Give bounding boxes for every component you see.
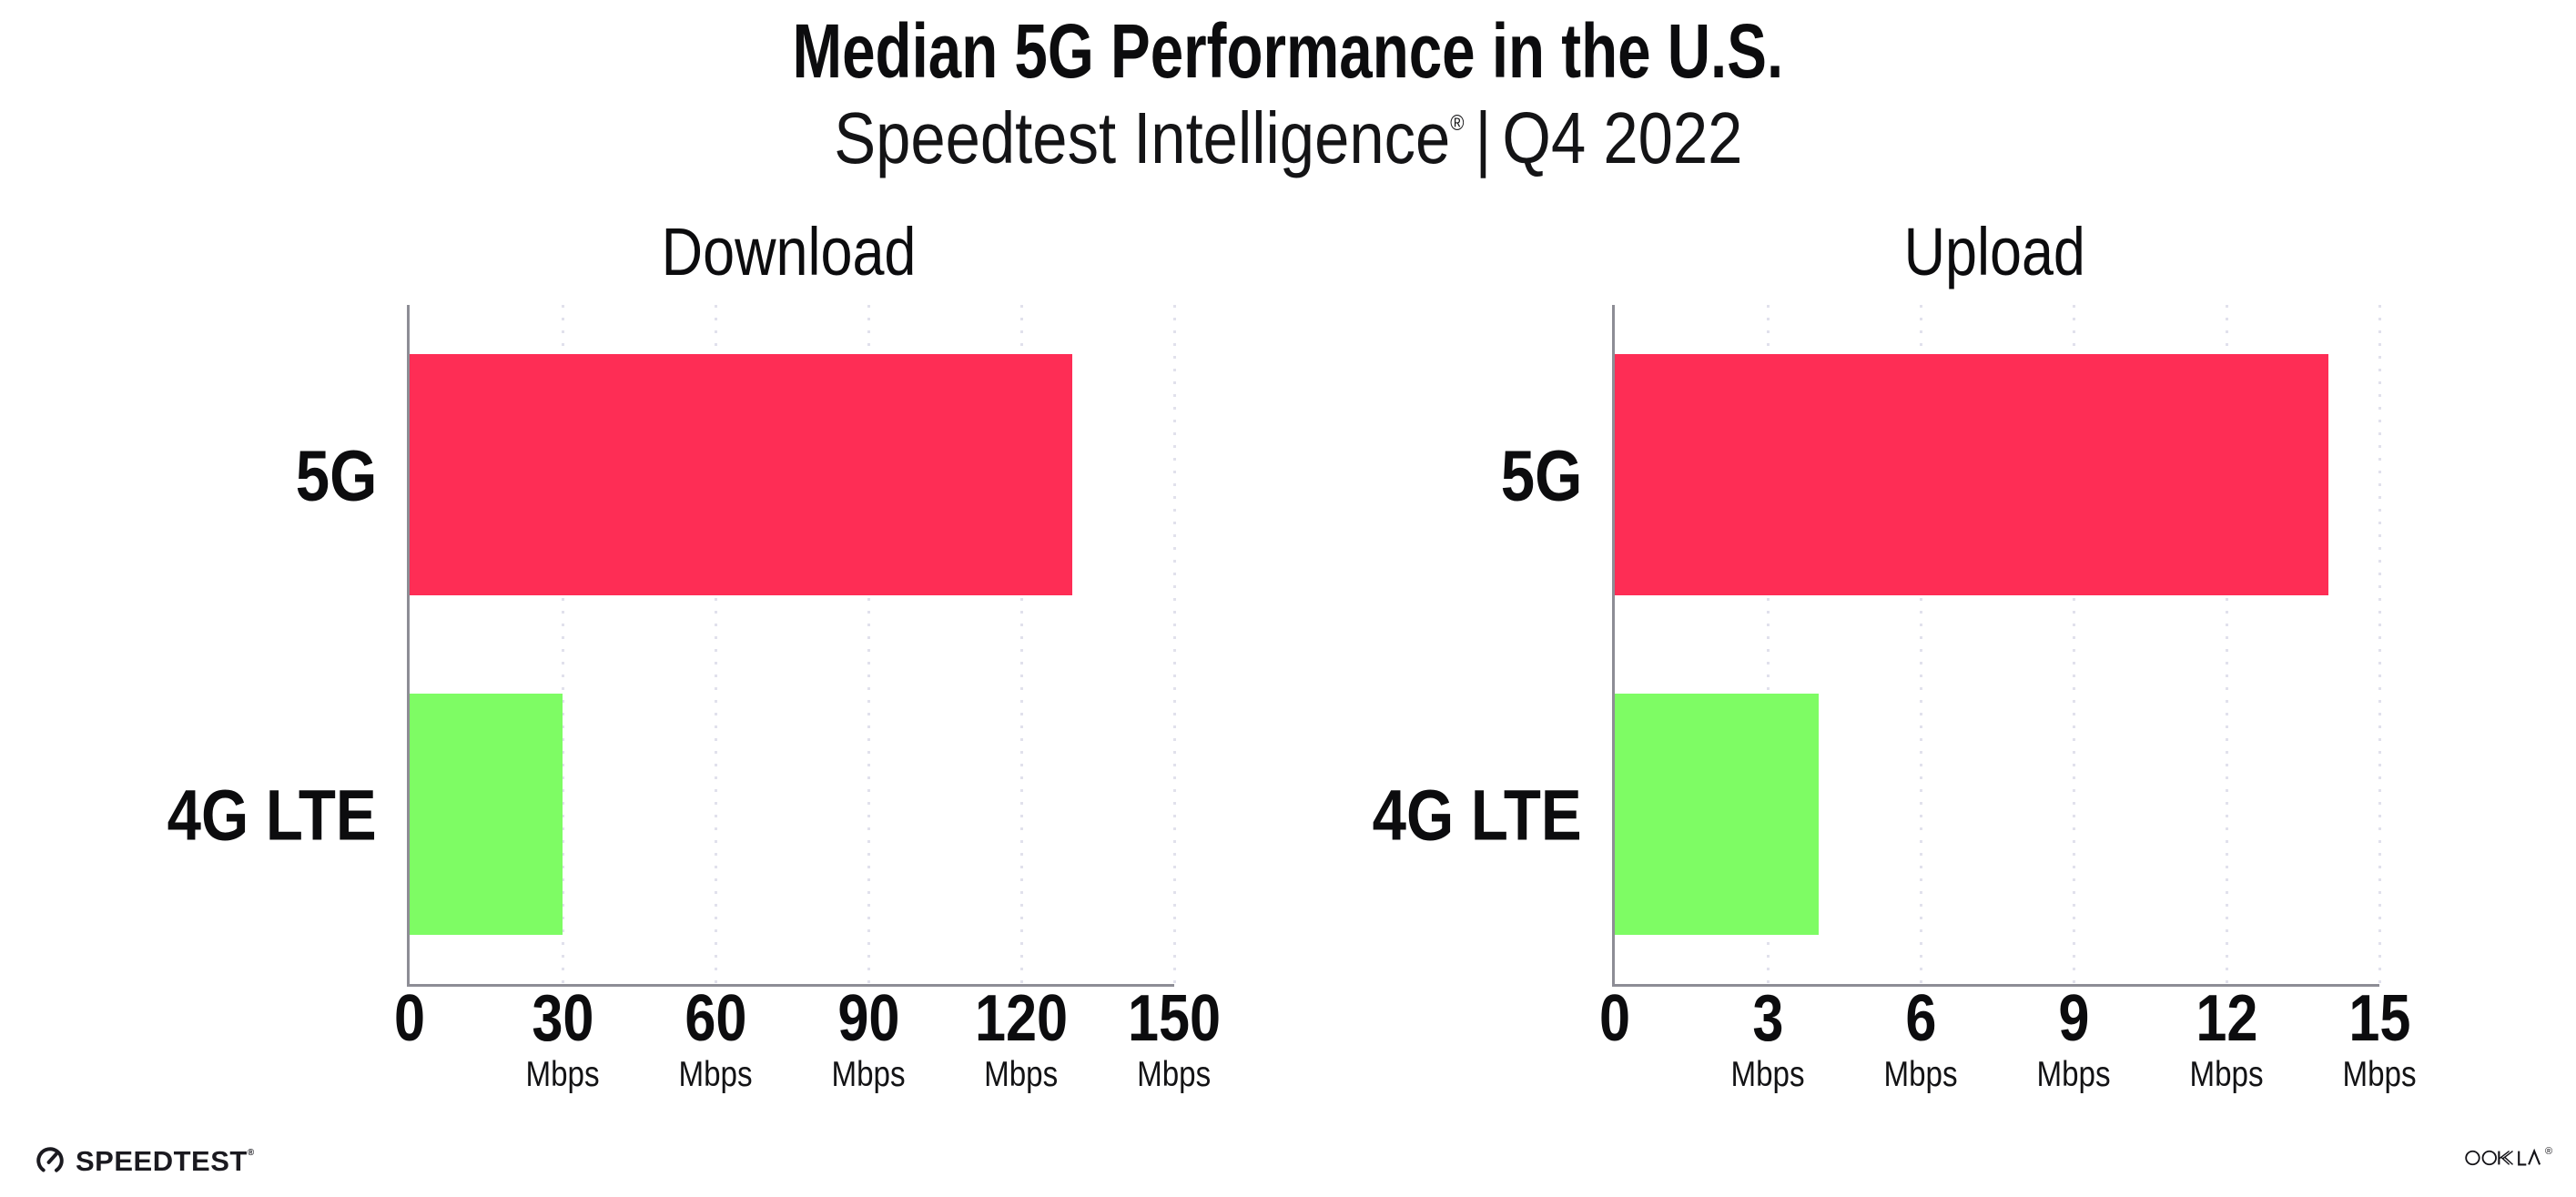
- x-tick-9: 9 Mbps: [2030, 986, 2116, 1092]
- x-tick-60: 60 Mbps: [672, 986, 758, 1092]
- x-tick-3: 3 Mbps: [1724, 986, 1810, 1092]
- category-label-5g: 5G: [1500, 434, 1582, 515]
- tick-value: 90: [837, 982, 900, 1055]
- speedtest-logo: SPEEDTEST®: [35, 1140, 255, 1182]
- ookla-logo-icon: [2465, 1148, 2541, 1166]
- tick-value: 120: [974, 982, 1069, 1055]
- download-chart: Download 0 30 Mbps 60 Mbps 90 Mbps 120 Mbps 150 Mb…: [167, 214, 1221, 1129]
- tick-value: 60: [684, 982, 747, 1055]
- tick-value: 30: [531, 982, 594, 1055]
- tick-unit: Mbps: [2036, 1055, 2111, 1094]
- gridline-30: [561, 305, 564, 993]
- tick-unit: Mbps: [2342, 1055, 2417, 1094]
- x-tick-6: 6 Mbps: [1877, 986, 1963, 1092]
- tick-unit: Mbps: [984, 1055, 1059, 1094]
- speedtest-logo-text: SPEEDTEST®: [76, 1144, 255, 1177]
- tick-value: 150: [1127, 982, 1222, 1055]
- tick-unit: Mbps: [1883, 1055, 1958, 1094]
- tick-unit: Mbps: [2189, 1055, 2264, 1094]
- tick-unit: Mbps: [1730, 1055, 1805, 1094]
- x-tick-150: 150 Mbps: [1120, 986, 1229, 1092]
- tick-value: 0: [1598, 982, 1631, 1055]
- x-tick-0: 0: [1597, 986, 1633, 1051]
- gridline-12: [2225, 305, 2228, 993]
- tick-value: 6: [1904, 982, 1937, 1055]
- gridline-150: [1172, 305, 1176, 993]
- registered-mark: ®: [1449, 110, 1465, 136]
- category-label-4g-lte: 4G LTE: [1372, 774, 1582, 855]
- page-title: Median 5G Performance in the U.S.: [792, 8, 1784, 94]
- upload-plot-area: 0 3 Mbps 6 Mbps 9 Mbps 12 Mbps 15 Mbps 5G 4G LTE: [1373, 305, 2417, 1092]
- bar-4g-lte-download: [410, 694, 563, 935]
- bar-4g-lte-upload: [1615, 694, 1819, 935]
- x-tick-15: 15 Mbps: [2336, 986, 2422, 1092]
- bar-5g-download: [410, 354, 1072, 595]
- page-subtitle: Speedtest Intelligence® | Q4 2022: [0, 100, 2576, 177]
- tick-value: 9: [2057, 982, 2090, 1055]
- x-tick-120: 120 Mbps: [967, 986, 1076, 1092]
- gridline-90: [867, 305, 870, 993]
- category-label-4g-lte: 4G LTE: [167, 774, 377, 855]
- upload-chart: Upload 0 3 Mbps 6 Mbps 9 Mbps 12 Mbps 15 Mbps 5G 4G …: [1373, 214, 2417, 1129]
- subtitle-separator: |: [1475, 97, 1492, 178]
- bar-5g-upload: [1615, 354, 2328, 595]
- tick-value: 0: [393, 982, 426, 1055]
- download-chart-title: Download: [662, 214, 917, 289]
- ookla-registered-mark: ®: [2545, 1146, 2553, 1157]
- tick-unit: Mbps: [831, 1055, 906, 1094]
- tick-value: 12: [2195, 982, 2258, 1055]
- gridline-120: [1019, 305, 1023, 993]
- subtitle-period: Q4 2022: [1502, 97, 1743, 178]
- x-tick-90: 90 Mbps: [825, 986, 911, 1092]
- upload-chart-title: Upload: [1903, 214, 2085, 289]
- tick-value: 3: [1751, 982, 1784, 1055]
- x-tick-0: 0: [391, 986, 428, 1051]
- tick-unit: Mbps: [678, 1055, 753, 1094]
- download-plot-area: 0 30 Mbps 60 Mbps 90 Mbps 120 Mbps 150 Mbps 5G 4G LT…: [167, 305, 1221, 1092]
- category-label-5g: 5G: [295, 434, 377, 515]
- x-tick-12: 12 Mbps: [2183, 986, 2269, 1092]
- gridline-60: [714, 305, 717, 993]
- tick-unit: Mbps: [1137, 1055, 1212, 1094]
- ookla-logo: ®: [2465, 1147, 2552, 1169]
- gridline-15: [2378, 305, 2381, 993]
- speedtest-gauge-icon: [36, 1147, 64, 1174]
- x-tick-30: 30 Mbps: [519, 986, 605, 1092]
- gridline-3: [1766, 305, 1770, 993]
- tick-unit: Mbps: [525, 1055, 600, 1094]
- gridline-6: [1919, 305, 1922, 993]
- speedtest-registered-mark: ®: [247, 1148, 255, 1159]
- subtitle-brand: Speedtest Intelligence: [833, 97, 1450, 178]
- gridline-9: [2072, 305, 2075, 993]
- tick-value: 15: [2348, 982, 2411, 1055]
